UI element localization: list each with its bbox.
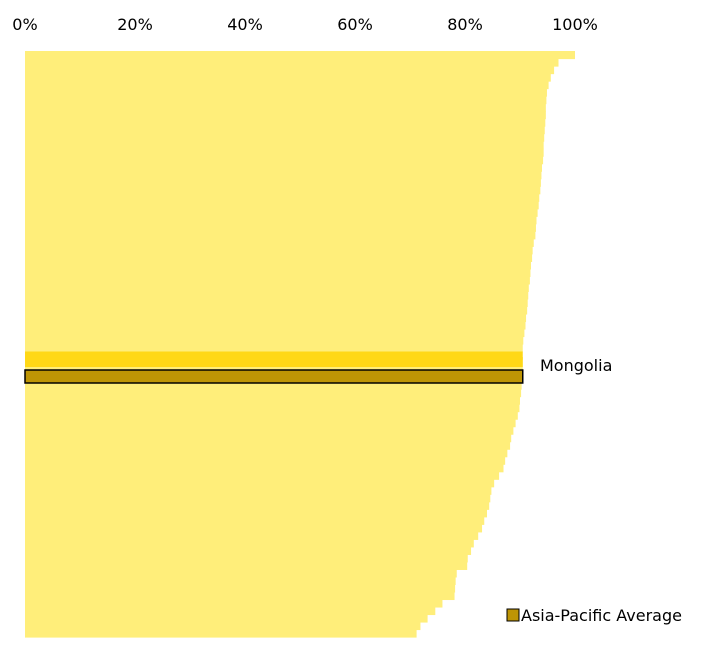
country-bar	[25, 283, 529, 293]
country-bar	[25, 426, 514, 435]
country-bar	[25, 381, 522, 390]
country-bar	[25, 614, 428, 623]
country-bar	[25, 501, 490, 510]
country-bar	[25, 396, 520, 405]
highlight-strip	[25, 357, 523, 367]
country-bar	[25, 253, 533, 262]
country-bar	[25, 306, 528, 315]
country-bar	[25, 148, 544, 157]
country-bar	[25, 163, 542, 172]
country-bar	[25, 73, 551, 82]
country-bar	[25, 411, 518, 420]
country-bar	[25, 328, 525, 338]
country-bar	[25, 133, 545, 142]
country-bar	[25, 261, 531, 270]
country-bar	[25, 58, 559, 67]
country-bar	[25, 419, 516, 428]
country-bar	[25, 606, 436, 616]
country-bar	[25, 291, 529, 300]
country-bar	[25, 103, 546, 112]
country-bar	[25, 171, 542, 180]
country-bar	[25, 456, 506, 465]
country-bar	[25, 126, 545, 135]
country-bar	[25, 276, 530, 285]
country-bar	[25, 321, 526, 330]
country-bar	[25, 118, 546, 127]
country-bar	[25, 193, 540, 202]
country-bar	[25, 178, 541, 187]
country-bar	[25, 569, 457, 578]
country-bar	[25, 509, 487, 518]
country-bar	[25, 621, 421, 631]
country-bar	[25, 486, 492, 495]
x-tick-label: 0%	[12, 15, 37, 34]
country-bar	[25, 531, 479, 540]
country-bar	[25, 223, 536, 232]
x-tick-label: 20%	[117, 15, 153, 34]
country-bar	[25, 584, 456, 593]
country-bar	[25, 599, 443, 608]
country-bar	[25, 539, 474, 548]
country-bar	[25, 516, 485, 525]
country-bar	[25, 344, 523, 353]
country-bar	[25, 88, 547, 97]
country-bar	[25, 336, 524, 345]
country-bar	[25, 524, 483, 533]
country-bar	[25, 111, 546, 120]
x-tick-label: 40%	[227, 15, 263, 34]
country-bar	[25, 298, 528, 308]
country-bar	[25, 576, 456, 586]
country-bar	[25, 246, 533, 255]
country-bar	[25, 479, 495, 488]
country-bar	[25, 201, 539, 210]
country-bar	[25, 441, 511, 450]
country-bar	[25, 404, 520, 413]
country-bar	[25, 494, 491, 503]
x-tick-label: 80%	[447, 15, 483, 34]
country-bar	[25, 216, 537, 225]
country-bar	[25, 156, 544, 165]
country-bar	[25, 464, 504, 473]
country-bar	[25, 629, 417, 638]
country-bar	[25, 313, 527, 323]
country-bar	[25, 554, 468, 563]
x-axis-ticks: 0% 20% 40% 60% 80% 100%	[12, 15, 598, 34]
average-bar-group	[24, 369, 524, 384]
country-bar	[25, 546, 472, 555]
country-bar	[25, 471, 500, 480]
bars	[25, 51, 575, 638]
country-bar	[25, 591, 455, 601]
country-bar	[25, 51, 575, 60]
country-bar	[25, 434, 512, 443]
country-bar	[25, 268, 531, 277]
country-bar	[25, 96, 547, 105]
country-bar	[25, 238, 534, 247]
country-bar	[25, 208, 538, 217]
x-tick-label: 60%	[337, 15, 373, 34]
country-bar	[25, 231, 536, 240]
country-bar	[25, 141, 544, 150]
legend-label: Asia-Pacific Average	[521, 606, 682, 625]
legend-swatch	[506, 608, 520, 622]
highlight-label: Mongolia	[540, 356, 612, 375]
average-bar	[24, 369, 524, 384]
legend: Asia-Pacific Average	[506, 606, 682, 625]
country-bar	[25, 81, 549, 90]
country-bar	[25, 561, 468, 570]
highlight-bar	[25, 351, 523, 360]
country-bar	[25, 186, 541, 195]
country-bar	[25, 449, 508, 458]
country-bar	[25, 389, 522, 398]
x-tick-label: 100%	[552, 15, 598, 34]
country-bar	[25, 66, 555, 75]
